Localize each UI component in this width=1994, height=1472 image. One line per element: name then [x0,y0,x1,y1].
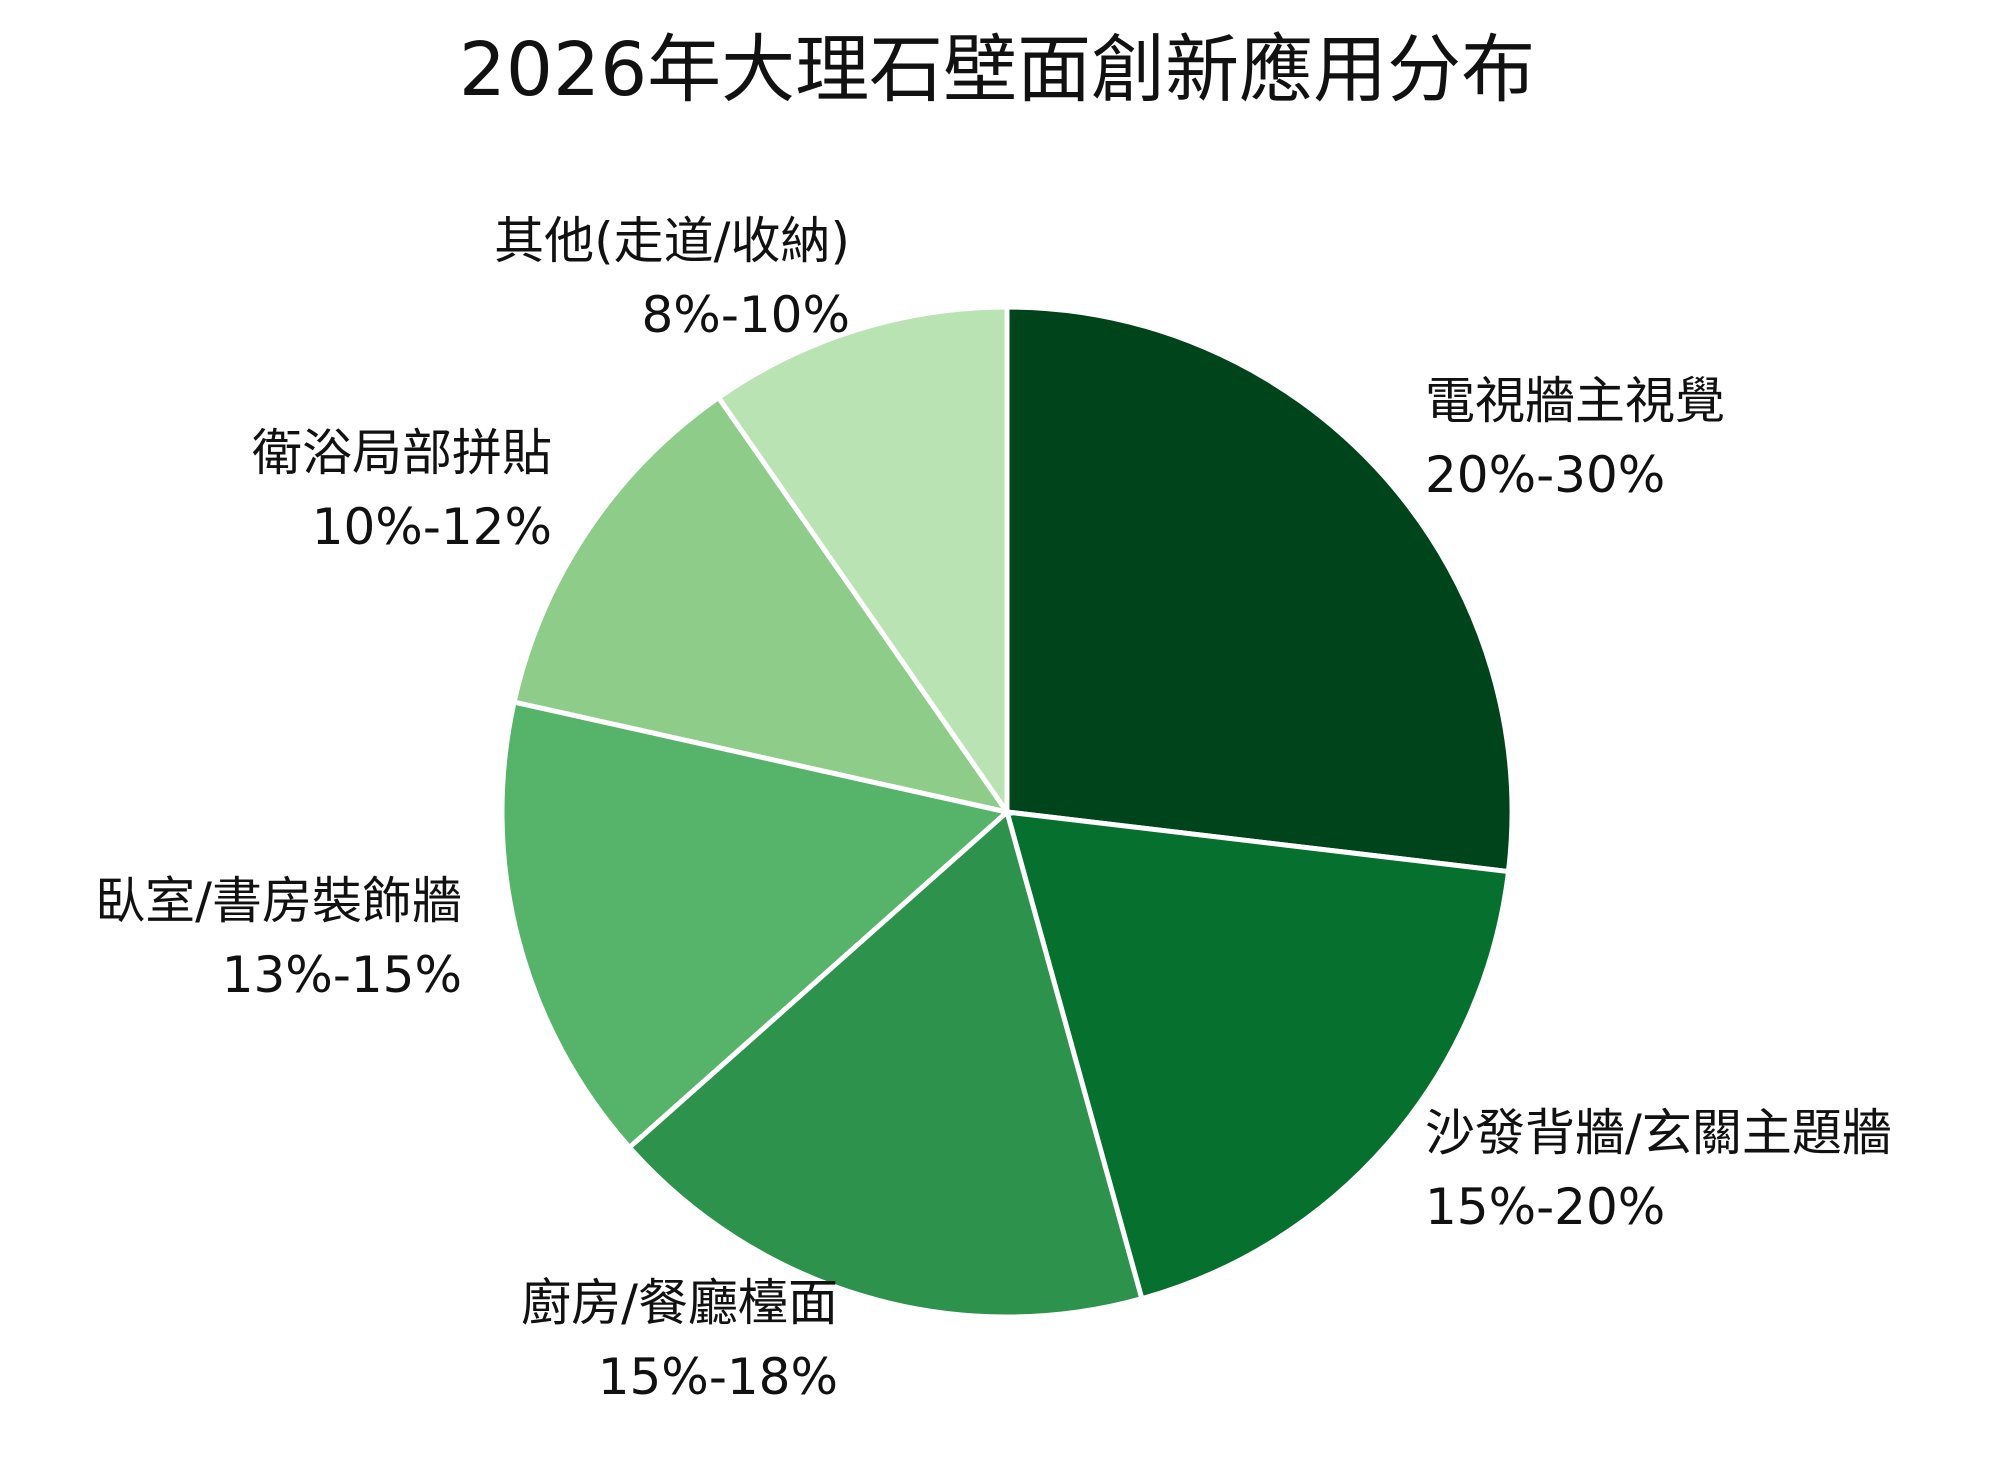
slice-percentage-label: 8%-10% [642,286,851,344]
pie-slice [625,807,1145,1320]
pie-slice [1004,304,1515,875]
slice-percentage-label: 10%-12% [312,498,552,556]
pie-slice [1003,809,1512,1302]
slice-label: 其他(走道/收納) [494,212,850,270]
slice-percentage-label: 20%-30% [1425,446,1665,504]
chart-title: 2026年大理石壁面創新應用分布 [459,27,1535,113]
slice-label: 臥室/書房裝飾牆 [95,872,462,930]
slice-label: 衛浴局部拼貼 [252,424,552,482]
pie-slice [715,304,1010,820]
slice-percentage-label: 15%-20% [1425,1178,1665,1236]
pie-slices [499,304,1515,1320]
slice-percentage-label: 15%-18% [598,1348,838,1406]
pie-slice [499,699,1013,1151]
slice-label: 電視牆主視覺 [1425,372,1725,430]
slice-label: 廚房/餐廳檯面 [521,1274,838,1332]
pie-slice [511,394,1013,816]
slice-label: 沙發背牆/玄關主題牆 [1425,1104,1892,1162]
pie-labels: 電視牆主視覺 20%-30% 沙發背牆/玄關主題牆 15%-20% 廚房/餐廳檯面 15%… [95,212,1892,1406]
slice-percentage-label: 13%-15% [222,946,462,1004]
